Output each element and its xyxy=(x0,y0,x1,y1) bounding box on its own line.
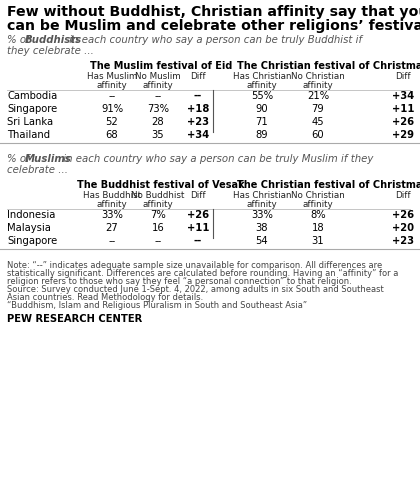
Text: --: -- xyxy=(155,91,162,101)
Text: +26: +26 xyxy=(392,117,414,127)
Text: +20: +20 xyxy=(392,223,414,233)
Text: % of: % of xyxy=(7,154,33,164)
Text: Singapore: Singapore xyxy=(7,236,57,246)
Text: Singapore: Singapore xyxy=(7,104,57,114)
Text: 8%: 8% xyxy=(310,210,326,220)
Text: 52: 52 xyxy=(105,117,118,127)
Text: 33%: 33% xyxy=(101,210,123,220)
Text: +23: +23 xyxy=(187,117,209,127)
Text: affinity: affinity xyxy=(143,81,173,90)
Text: +26: +26 xyxy=(187,210,209,220)
Text: 33%: 33% xyxy=(251,210,273,220)
Text: Thailand: Thailand xyxy=(7,130,50,140)
Text: 60: 60 xyxy=(312,130,324,140)
Text: Has Christian: Has Christian xyxy=(233,191,291,200)
Text: affinity: affinity xyxy=(247,200,277,209)
Text: religion refers to those who say they feel “a personal connection” to that relig: religion refers to those who say they fe… xyxy=(7,277,352,286)
Text: can be Muslim and celebrate other religions’ festivals: can be Muslim and celebrate other religi… xyxy=(7,19,420,33)
Text: in each country who say a person can be truly Buddhist if: in each country who say a person can be … xyxy=(66,35,362,45)
Text: 45: 45 xyxy=(312,117,324,127)
Text: 79: 79 xyxy=(312,104,324,114)
Text: The Christian festival of Christmas: The Christian festival of Christmas xyxy=(237,180,420,190)
Text: +26: +26 xyxy=(392,210,414,220)
Text: --: -- xyxy=(194,91,202,101)
Text: +11: +11 xyxy=(392,104,414,114)
Text: 90: 90 xyxy=(256,104,268,114)
Text: statistically significant. Differences are calculated before rounding. Having an: statistically significant. Differences a… xyxy=(7,269,399,278)
Text: No Buddhist: No Buddhist xyxy=(131,191,185,200)
Text: +29: +29 xyxy=(392,130,414,140)
Text: “Buddhism, Islam and Religious Pluralism in South and Southeast Asia”: “Buddhism, Islam and Religious Pluralism… xyxy=(7,301,307,310)
Text: they celebrate ...: they celebrate ... xyxy=(7,46,94,56)
Text: 55%: 55% xyxy=(251,91,273,101)
Text: affinity: affinity xyxy=(143,200,173,209)
Text: Diff: Diff xyxy=(395,72,411,81)
Text: Cambodia: Cambodia xyxy=(7,91,57,101)
Text: Malaysia: Malaysia xyxy=(7,223,51,233)
Text: in each country who say a person can be truly Muslim if they: in each country who say a person can be … xyxy=(60,154,373,164)
Text: 89: 89 xyxy=(256,130,268,140)
Text: 73%: 73% xyxy=(147,104,169,114)
Text: 68: 68 xyxy=(106,130,118,140)
Text: Has Buddhist: Has Buddhist xyxy=(83,191,141,200)
Text: No Muslim: No Muslim xyxy=(135,72,181,81)
Text: +34: +34 xyxy=(392,91,414,101)
Text: 16: 16 xyxy=(152,223,164,233)
Text: Diff: Diff xyxy=(395,191,411,200)
Text: No Christian: No Christian xyxy=(291,72,345,81)
Text: PEW RESEARCH CENTER: PEW RESEARCH CENTER xyxy=(7,314,142,324)
Text: +34: +34 xyxy=(187,130,209,140)
Text: 31: 31 xyxy=(312,236,324,246)
Text: Diff: Diff xyxy=(190,191,206,200)
Text: 7%: 7% xyxy=(150,210,166,220)
Text: The Christian festival of Christmas: The Christian festival of Christmas xyxy=(237,61,420,71)
Text: 54: 54 xyxy=(256,236,268,246)
Text: Muslims: Muslims xyxy=(25,154,72,164)
Text: Buddhists: Buddhists xyxy=(25,35,82,45)
Text: 28: 28 xyxy=(152,117,164,127)
Text: 18: 18 xyxy=(312,223,324,233)
Text: affinity: affinity xyxy=(97,81,127,90)
Text: --: -- xyxy=(108,236,116,246)
Text: 27: 27 xyxy=(105,223,118,233)
Text: affinity: affinity xyxy=(303,81,333,90)
Text: Source: Survey conducted June 1-Sept. 4, 2022, among adults in six South and Sou: Source: Survey conducted June 1-Sept. 4,… xyxy=(7,285,384,294)
Text: +23: +23 xyxy=(392,236,414,246)
Text: The Buddhist festival of Vesak: The Buddhist festival of Vesak xyxy=(77,180,245,190)
Text: Few without Buddhist, Christian affinity say that you: Few without Buddhist, Christian affinity… xyxy=(7,5,420,19)
Text: 35: 35 xyxy=(152,130,164,140)
Text: 21%: 21% xyxy=(307,91,329,101)
Text: Indonesia: Indonesia xyxy=(7,210,55,220)
Text: 38: 38 xyxy=(256,223,268,233)
Text: Has Muslim: Has Muslim xyxy=(87,72,137,81)
Text: +18: +18 xyxy=(187,104,209,114)
Text: Diff: Diff xyxy=(190,72,206,81)
Text: affinity: affinity xyxy=(97,200,127,209)
Text: celebrate ...: celebrate ... xyxy=(7,165,68,175)
Text: +11: +11 xyxy=(187,223,209,233)
Text: affinity: affinity xyxy=(303,200,333,209)
Text: 71: 71 xyxy=(256,117,268,127)
Text: Sri Lanka: Sri Lanka xyxy=(7,117,53,127)
Text: 91%: 91% xyxy=(101,104,123,114)
Text: Asian countries. Read Methodology for details.: Asian countries. Read Methodology for de… xyxy=(7,293,203,302)
Text: --: -- xyxy=(108,91,116,101)
Text: The Muslim festival of Eid: The Muslim festival of Eid xyxy=(90,61,232,71)
Text: Has Christian: Has Christian xyxy=(233,72,291,81)
Text: Note: “--” indicates adequate sample size unavailable for comparison. All differ: Note: “--” indicates adequate sample siz… xyxy=(7,261,382,270)
Text: --: -- xyxy=(194,236,202,246)
Text: No Christian: No Christian xyxy=(291,191,345,200)
Text: % of: % of xyxy=(7,35,33,45)
Text: --: -- xyxy=(155,236,162,246)
Text: affinity: affinity xyxy=(247,81,277,90)
